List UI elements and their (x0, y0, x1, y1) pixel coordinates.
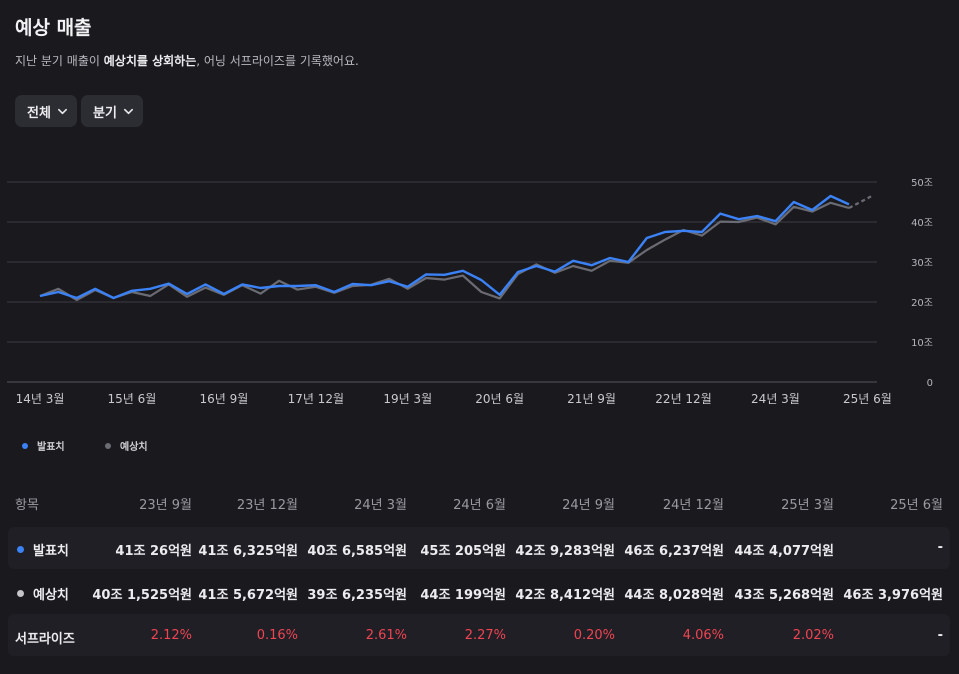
table-row-surprise (8, 614, 950, 656)
legend-actual-dot (22, 442, 28, 449)
surprise-value-cell: 2.27% (464, 628, 506, 643)
actual-value-cell: 44조 4,077억원 (734, 544, 834, 559)
x-tick-label: 19년 3월 (383, 392, 432, 406)
y-tick-label: 30조 (911, 258, 933, 269)
column-header: 25년 3월 (781, 498, 834, 513)
estimate-value-cell: 39조 6,235억원 (307, 588, 407, 603)
period-filter-label: 분기 (93, 105, 117, 121)
estimate-value-cell: 44조 8,028억원 (624, 588, 724, 603)
page-subtitle: 지난 분기 매출이 예상치를 상회하는, 어닝 서프라이즈를 기록했어요. (15, 52, 359, 69)
revenue-chart[interactable]: 0 10조 20조 30조 40조 50조 14년 3월 15년 6월 16년 9월 17년 12… (0, 160, 959, 420)
x-tick-label: 24년 3월 (751, 392, 800, 406)
estimate-value-cell: 42조 8,412억원 (515, 588, 615, 603)
surprise-value-cell: 2.02% (792, 628, 834, 643)
estimate-value-cell: 41조 5,672억원 (198, 588, 298, 603)
row-label-surprise-text: 서프라이즈 (15, 632, 75, 647)
column-header: 24년 9월 (562, 498, 615, 513)
y-tick-label: 40조 (911, 218, 933, 229)
estimate-value-cell: 44조 199억원 (420, 588, 506, 603)
column-header: 25년 6월 (890, 498, 943, 513)
actual-value-cell: 42조 9,283억원 (515, 544, 615, 559)
x-tick-label: 20년 6월 (475, 392, 524, 406)
actual-value-cell: 45조 205억원 (420, 544, 506, 559)
actual-value-cell: 40조 6,585억원 (307, 544, 407, 559)
column-header: 23년 9월 (139, 498, 192, 513)
x-tick-label: 15년 6월 (108, 392, 157, 406)
legend-estimate: 예상치 (105, 438, 148, 453)
subtitle-pre: 지난 분기 매출이 (15, 54, 104, 68)
actual-value-cell: - (937, 540, 943, 555)
column-header: 24년 3월 (354, 498, 407, 513)
page-title: 예상 매출 (15, 17, 92, 39)
range-filter-dropdown[interactable]: 전체 (15, 95, 77, 127)
series-projection-estimate (848, 195, 872, 209)
estimate-value-cell: 46조 3,976억원 (843, 588, 943, 603)
estimate-dot (17, 590, 24, 597)
table-row-actual (8, 527, 950, 569)
y-tick-label: 50조 (911, 178, 933, 189)
surprise-value-cell: 2.12% (150, 628, 192, 643)
legend-actual: 발표치 (22, 438, 65, 453)
legend-actual-label: 발표치 (37, 442, 65, 453)
surprise-value-cell: 0.20% (573, 628, 615, 643)
surprise-value-cell: 4.06% (682, 628, 724, 643)
y-tick-label: 20조 (911, 298, 933, 309)
x-tick-label: 25년 6월 (843, 392, 892, 406)
y-tick-label: 0 (927, 378, 933, 389)
row-label-estimate-text: 예상치 (33, 588, 69, 603)
x-tick-label: 14년 3월 (16, 392, 65, 406)
y-tick-label: 10조 (911, 338, 933, 349)
legend-estimate-label: 예상치 (120, 442, 148, 453)
surprise-value-cell: 2.61% (365, 628, 407, 643)
estimate-value-cell: 40조 1,525억원 (92, 588, 192, 603)
column-header: 23년 12월 (236, 498, 298, 513)
subtitle-post: , 어닝 서프라이즈를 기록했어요. (196, 54, 359, 68)
actual-value-cell: 41조 26억원 (115, 544, 192, 559)
chevron-down-icon (57, 108, 67, 114)
row-label-estimate: 예상치 (17, 584, 69, 603)
x-tick-label: 16년 9월 (199, 392, 248, 406)
x-tick-label: 21년 9월 (567, 392, 616, 406)
series-line-actual (39, 194, 850, 300)
series-line-estimate (39, 201, 850, 302)
row-label-actual-text: 발표치 (33, 544, 69, 559)
estimate-value-cell: 43조 5,268억원 (734, 588, 834, 603)
surprise-value-cell: 0.16% (256, 628, 298, 643)
subtitle-highlight: 예상치를 상회하는 (103, 54, 197, 68)
legend-estimate-dot (105, 442, 111, 449)
x-tick-label: 17년 12월 (288, 392, 344, 406)
chevron-down-icon (123, 108, 133, 114)
surprise-value-cell: - (937, 628, 943, 643)
row-label-actual: 발표치 (17, 540, 69, 559)
table-header-label: 항목 (15, 498, 39, 513)
actual-value-cell: 46조 6,237억원 (624, 544, 724, 559)
x-tick-label: 22년 12월 (655, 392, 711, 406)
period-filter-dropdown[interactable]: 분기 (81, 95, 143, 127)
actual-dot (17, 546, 24, 553)
column-header: 24년 6월 (453, 498, 506, 513)
range-filter-label: 전체 (27, 105, 51, 121)
row-label-surprise: 서프라이즈 (15, 628, 75, 647)
column-header: 24년 12월 (662, 498, 724, 513)
actual-value-cell: 41조 6,325억원 (198, 544, 298, 559)
